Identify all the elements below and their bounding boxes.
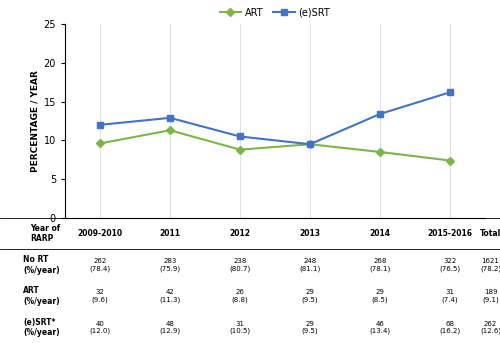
Y-axis label: PERCENTAGE / YEAR: PERCENTAGE / YEAR: [30, 70, 40, 172]
Text: 262
(12.6): 262 (12.6): [480, 321, 500, 334]
Text: 189
(9.1): 189 (9.1): [482, 289, 499, 303]
Text: 42
(11.3): 42 (11.3): [160, 289, 180, 303]
Text: No RT
(%/year): No RT (%/year): [24, 255, 60, 274]
Text: 26
(8.8): 26 (8.8): [232, 289, 248, 303]
Text: 31
(7.4): 31 (7.4): [442, 289, 458, 303]
Text: 29
(9.5): 29 (9.5): [302, 289, 318, 303]
Text: 262
(78.4): 262 (78.4): [90, 258, 110, 272]
Text: 238
(80.7): 238 (80.7): [230, 258, 250, 272]
Text: 322
(76.5): 322 (76.5): [440, 258, 460, 272]
Text: 2009-2010: 2009-2010: [78, 229, 122, 238]
Text: 40
(12.0): 40 (12.0): [90, 321, 110, 334]
Text: Year of
RARP: Year of RARP: [30, 224, 60, 243]
Text: 1621
(78.2): 1621 (78.2): [480, 258, 500, 272]
Text: Total: Total: [480, 229, 500, 238]
Text: 283
(75.9): 283 (75.9): [160, 258, 180, 272]
Text: 48
(12.9): 48 (12.9): [160, 321, 180, 334]
Text: (e)SRT*
(%/year): (e)SRT* (%/year): [24, 318, 60, 337]
Text: 29
(9.5): 29 (9.5): [302, 321, 318, 334]
Text: 46
(13.4): 46 (13.4): [370, 321, 390, 334]
Text: 29
(8.5): 29 (8.5): [372, 289, 388, 303]
Text: 2012: 2012: [230, 229, 250, 238]
Text: 268
(78.1): 268 (78.1): [370, 258, 390, 272]
Text: 2014: 2014: [370, 229, 390, 238]
Text: 32
(9.6): 32 (9.6): [92, 289, 108, 303]
Text: 2013: 2013: [300, 229, 320, 238]
Text: 248
(81.1): 248 (81.1): [300, 258, 320, 272]
Text: 2011: 2011: [160, 229, 180, 238]
Text: 31
(10.5): 31 (10.5): [230, 321, 250, 334]
Text: ART
(%/year): ART (%/year): [24, 286, 60, 306]
Text: 2015-2016: 2015-2016: [428, 229, 472, 238]
Legend: ART, (e)SRT: ART, (e)SRT: [216, 4, 334, 22]
Text: 68
(16.2): 68 (16.2): [440, 321, 460, 334]
